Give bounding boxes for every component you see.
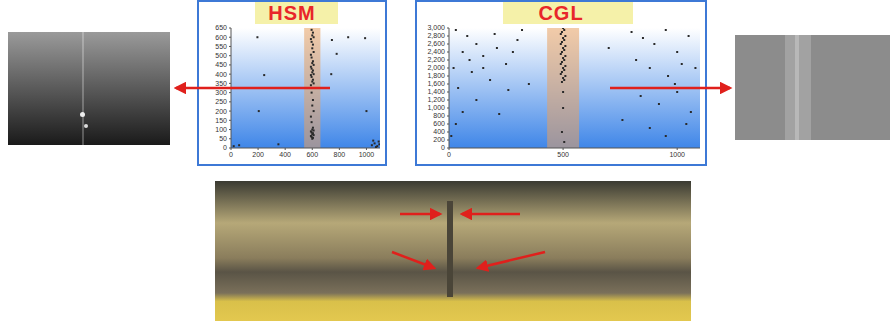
svg-text:400: 400 (279, 151, 291, 158)
svg-text:1,000: 1,000 (427, 104, 445, 111)
svg-text:400: 400 (215, 71, 227, 78)
svg-text:800: 800 (433, 112, 445, 119)
svg-text:200: 200 (252, 151, 264, 158)
svg-text:2,200: 2,200 (427, 56, 445, 63)
svg-text:1,800: 1,800 (427, 72, 445, 79)
svg-text:500: 500 (215, 52, 227, 59)
svg-text:1000: 1000 (669, 151, 685, 158)
svg-text:250: 250 (215, 98, 227, 105)
svg-text:150: 150 (215, 117, 227, 124)
html-text:CGL: CGL (538, 2, 584, 24)
svg-text:300: 300 (215, 89, 227, 96)
svg-text:1,400: 1,400 (427, 88, 445, 95)
svg-text:650: 650 (215, 24, 227, 31)
svg-text:0: 0 (447, 151, 451, 158)
svg-text:600: 600 (433, 120, 445, 127)
svg-text:800: 800 (334, 151, 346, 158)
svg-text:600: 600 (215, 34, 227, 41)
svg-text:100: 100 (215, 126, 227, 133)
svg-text:50: 50 (219, 135, 227, 142)
svg-text:550: 550 (215, 43, 227, 50)
svg-text:2,800: 2,800 (427, 32, 445, 39)
svg-text:2,600: 2,600 (427, 40, 445, 47)
svg-text:0: 0 (229, 151, 233, 158)
svg-text:450: 450 (215, 61, 227, 68)
svg-text:0: 0 (441, 144, 445, 151)
svg-text:400: 400 (433, 128, 445, 135)
svg-text:1000: 1000 (359, 151, 375, 158)
svg-text:600: 600 (306, 151, 318, 158)
svg-text:0: 0 (223, 144, 227, 151)
svg-text:350: 350 (215, 80, 227, 87)
svg-text:200: 200 (215, 108, 227, 115)
svg-text:3,000: 3,000 (427, 24, 445, 31)
svg-text:1,200: 1,200 (427, 96, 445, 103)
svg-text:2,000: 2,000 (427, 64, 445, 71)
svg-text:500: 500 (557, 151, 569, 158)
svg-text:1,600: 1,600 (427, 80, 445, 87)
svg-text:200: 200 (433, 136, 445, 143)
html-text:HSM: HSM (268, 2, 316, 24)
svg-text:2,400: 2,400 (427, 48, 445, 55)
